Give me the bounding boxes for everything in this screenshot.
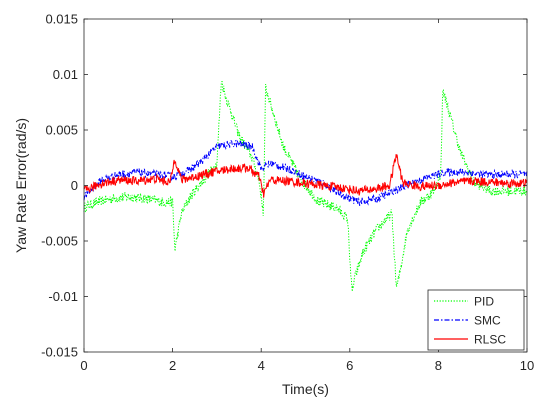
y-tick-label: -0.015 xyxy=(41,345,78,360)
y-axis: -0.015 -0.01 -0.005 0 0.005 0.01 0.015 xyxy=(41,12,527,360)
legend-box xyxy=(427,289,525,351)
x-tick-label: 0 xyxy=(80,358,87,373)
y-tick-label: 0 xyxy=(71,178,78,193)
series-layer xyxy=(83,81,528,292)
x-axis: 0 2 4 6 8 10 xyxy=(80,19,534,373)
legend-label-rlsc: RLSC xyxy=(474,333,506,347)
y-axis-label: Yaw Rate Error(rad/s) xyxy=(13,118,29,253)
x-tick-label: 2 xyxy=(169,358,176,373)
y-tick-label: 0.01 xyxy=(53,67,78,82)
y-tick-label: -0.005 xyxy=(41,234,78,249)
series-line-smc xyxy=(83,139,528,206)
legend-label-pid: PID xyxy=(474,295,494,309)
y-tick-label: -0.01 xyxy=(48,289,78,304)
x-tick-label: 10 xyxy=(520,358,534,373)
x-axis-label: Time(s) xyxy=(282,381,329,397)
series-line-pid xyxy=(83,81,528,292)
y-tick-label: 0.015 xyxy=(45,12,78,27)
x-tick-label: 4 xyxy=(258,358,265,373)
legend: PID SMC RLSC xyxy=(427,289,525,351)
y-tick-label: 0.005 xyxy=(45,123,78,138)
x-tick-label: 8 xyxy=(435,358,442,373)
series-line-rlsc xyxy=(83,154,528,198)
legend-label-smc: SMC xyxy=(474,314,501,328)
x-tick-label: 6 xyxy=(346,358,353,373)
